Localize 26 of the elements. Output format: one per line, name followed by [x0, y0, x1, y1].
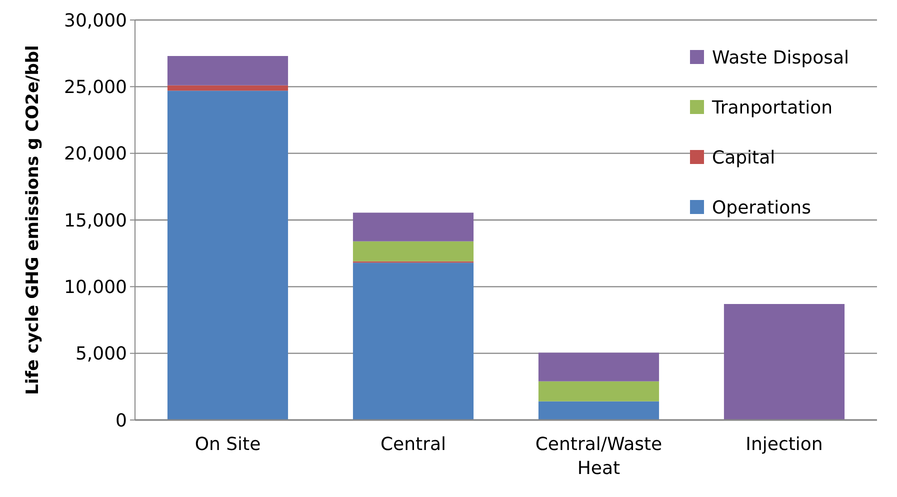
y-tick-label: 10,000 [64, 276, 127, 298]
y-tick-label: 5,000 [75, 344, 127, 365]
y-tick-label: 0 [116, 410, 127, 432]
y-tick-label: 15,000 [64, 210, 127, 232]
y-tick-label: 25,000 [64, 76, 127, 98]
legend-label: Tranportation [711, 97, 833, 118]
x-tick-label: Injection [746, 434, 823, 455]
bar [538, 381, 660, 402]
y-tick-label: 30,000 [64, 10, 127, 32]
bar [167, 85, 288, 91]
x-tick-label: Central/Waste Heat [535, 434, 662, 479]
bar [352, 241, 474, 262]
y-tick-label: 20,000 [64, 144, 127, 165]
legend-label: Capital [712, 147, 776, 168]
legend-label: Operations [712, 197, 811, 218]
bar [167, 90, 288, 420]
bar [167, 56, 288, 86]
x-tick-label: On Site [194, 434, 261, 455]
bar [352, 212, 474, 242]
bar [538, 352, 660, 382]
bar [538, 401, 660, 420]
y-axis-title: Life cycle GHG emissions g CO2e/bbl [23, 45, 43, 395]
bar [352, 262, 474, 420]
legend-label: Waste Disposal [712, 47, 849, 68]
bar [724, 304, 845, 420]
x-tick-label: Central [380, 434, 446, 455]
